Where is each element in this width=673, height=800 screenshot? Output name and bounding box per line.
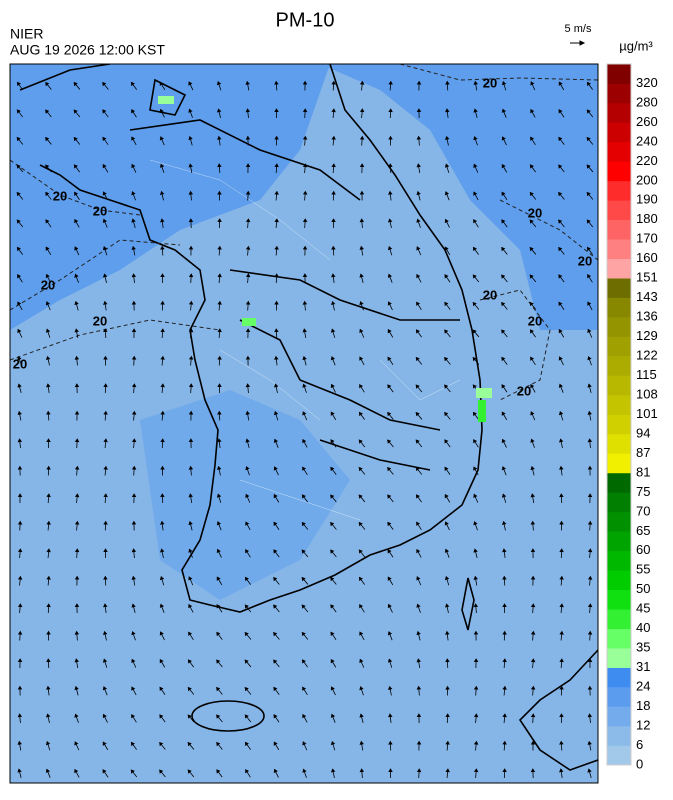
color-swatch: [607, 142, 631, 162]
color-swatch: [607, 648, 631, 668]
color-swatch: [607, 492, 631, 512]
color-swatch: [607, 356, 631, 376]
color-swatch: [607, 551, 631, 571]
colorbar-tick-label: 240: [636, 133, 658, 148]
color-swatch: [607, 376, 631, 396]
color-swatch: [607, 512, 631, 532]
datetime: AUG 19 2026 12:00 KST: [10, 42, 165, 58]
colorbar-tick-label: 170: [636, 231, 658, 246]
colorbar-tick-label: 12: [636, 717, 650, 732]
wind-scale-arrow: [570, 41, 584, 45]
title: PM-10: [276, 9, 335, 31]
colorbar-tick-label: 151: [636, 270, 658, 285]
colorbar-tick-label: 136: [636, 309, 658, 324]
colorbar-tick-label: 280: [636, 94, 658, 109]
color-swatch: [607, 220, 631, 240]
colorbar-tick-label: 87: [636, 445, 650, 460]
color-swatch: [607, 687, 631, 707]
colorbar-tick-label: 6: [636, 737, 643, 752]
colorbar-tick-label: 75: [636, 484, 650, 499]
color-swatch: [607, 395, 631, 415]
colorbar-tick-label: 260: [636, 114, 658, 129]
colorbar-tick-label: 94: [636, 425, 650, 440]
hotspot: [478, 400, 486, 422]
color-swatch: [607, 181, 631, 201]
color-swatch: [607, 161, 631, 181]
hotspot: [242, 318, 256, 326]
contour-label: 20: [517, 383, 531, 398]
colorbar-tick-label: 115: [636, 367, 657, 382]
wind-scale-label: 5 m/s: [565, 23, 592, 35]
colorbar-tick-label: 143: [636, 289, 658, 304]
color-swatch: [607, 298, 631, 318]
colorbar: 0 6 12 18 24 31 35 40 45 50 55 60 65 70 75 81 87 94 101 108…: [607, 64, 658, 771]
colorbar-tick-label: 0: [636, 756, 643, 771]
colorbar-tick-label: 50: [636, 581, 650, 596]
color-swatch: [607, 103, 631, 123]
contour-label: 20: [53, 188, 67, 203]
color-swatch: [607, 726, 631, 746]
colorbar-tick-label: 108: [636, 386, 658, 401]
color-swatch: [607, 609, 631, 629]
colorbar-tick-label: 40: [636, 620, 650, 635]
colorbar-tick-label: 101: [636, 406, 658, 421]
contour-label: 20: [483, 75, 497, 90]
color-swatch: [607, 122, 631, 142]
colorbar-tick-label: 24: [636, 679, 650, 694]
colorbar-tick-label: 81: [636, 464, 650, 479]
color-swatch: [607, 590, 631, 610]
colorbar-tick-label: 180: [636, 211, 658, 226]
colorbar-tick-label: 60: [636, 542, 650, 557]
contour-label: 20: [41, 277, 55, 292]
color-swatch: [607, 278, 631, 298]
colorbar-tick-label: 65: [636, 523, 650, 538]
color-swatch: [607, 83, 631, 103]
color-swatch: [607, 200, 631, 220]
colorbar-tick-label: 18: [636, 698, 650, 713]
contour-label: 20: [578, 253, 592, 268]
color-swatch: [607, 317, 631, 337]
color-swatch: [607, 453, 631, 473]
colorbar-tick-label: 31: [636, 659, 650, 674]
hotspot: [476, 388, 492, 398]
colorbar-tick-label: 55: [636, 562, 650, 577]
color-swatch: [607, 629, 631, 649]
contour-label: 20: [483, 287, 497, 302]
colorbar-tick-label: 35: [636, 640, 650, 655]
color-swatch: [607, 473, 631, 493]
contour-label: 20: [528, 205, 542, 220]
contour-label: 20: [93, 313, 107, 328]
color-swatch: [607, 746, 631, 766]
colorbar-tick-label: 45: [636, 601, 650, 616]
color-swatch: [607, 570, 631, 590]
color-swatch: [607, 668, 631, 688]
contour-label: 20: [93, 203, 107, 218]
colorbar-tick-label: 129: [636, 328, 658, 343]
color-swatch: [607, 337, 631, 357]
contour-label: 20: [528, 313, 542, 328]
colorbar-tick-label: 160: [636, 250, 658, 265]
colorbar-tick-label: 320: [636, 75, 658, 90]
color-swatch: [607, 259, 631, 279]
color-swatch: [607, 239, 631, 259]
color-swatch: [607, 434, 631, 454]
color-swatch: [607, 64, 631, 84]
unit: µg/m³: [619, 38, 653, 53]
color-swatch: [607, 531, 631, 551]
colorbar-tick-label: 190: [636, 192, 658, 207]
colorbar-tick-label: 200: [636, 172, 658, 187]
hotspot: [158, 96, 174, 104]
colorbar-tick-label: 122: [636, 348, 658, 363]
colorbar-tick-label: 70: [636, 503, 650, 518]
color-swatch: [607, 707, 631, 727]
colorbar-tick-label: 220: [636, 153, 658, 168]
color-swatch: [607, 415, 631, 435]
agency: NIER: [10, 26, 43, 42]
